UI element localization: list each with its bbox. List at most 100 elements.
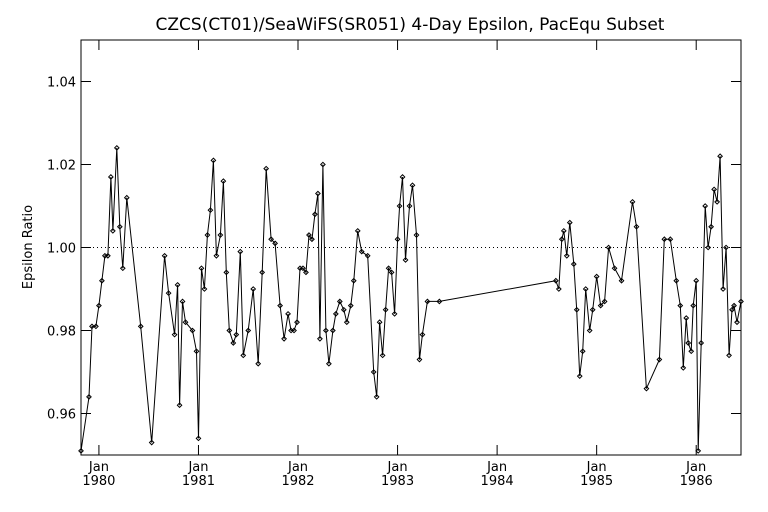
data-point bbox=[633, 223, 640, 230]
data-point bbox=[123, 194, 130, 201]
data-point bbox=[213, 252, 220, 259]
data-point bbox=[573, 306, 580, 313]
data-point bbox=[373, 393, 380, 400]
data-point bbox=[656, 356, 663, 363]
data-point bbox=[350, 277, 357, 284]
data-point bbox=[385, 265, 392, 272]
data-point bbox=[720, 286, 726, 292]
data-point bbox=[347, 302, 354, 309]
x-tick-label-year: 1985 bbox=[580, 474, 613, 489]
data-point bbox=[189, 327, 196, 334]
data-point bbox=[230, 340, 237, 346]
x-tick-label-year: 1982 bbox=[281, 474, 314, 489]
data-point bbox=[336, 298, 343, 305]
data-point bbox=[563, 252, 570, 259]
data-point bbox=[176, 402, 183, 409]
data-point bbox=[394, 236, 401, 243]
x-axis-ticks: Jan1980Jan1981Jan1982Jan1983Jan1984Jan19… bbox=[82, 40, 713, 489]
data-point bbox=[198, 265, 205, 272]
data-point bbox=[611, 265, 618, 272]
data-point bbox=[566, 219, 573, 226]
data-point bbox=[245, 327, 252, 334]
data-point bbox=[693, 277, 700, 284]
x-tick-label-year: 1986 bbox=[680, 474, 713, 489]
data-point bbox=[419, 331, 426, 338]
data-point bbox=[717, 153, 724, 160]
data-point bbox=[702, 203, 709, 209]
data-point bbox=[605, 244, 612, 251]
data-point bbox=[643, 385, 650, 392]
data-point bbox=[597, 302, 604, 309]
data-point bbox=[629, 198, 636, 205]
data-point bbox=[306, 232, 312, 238]
data-point bbox=[263, 165, 270, 172]
data-point bbox=[171, 331, 178, 338]
data-point bbox=[204, 232, 211, 238]
x-tick-label-month: Jan bbox=[486, 460, 507, 475]
data-point bbox=[382, 306, 389, 313]
data-point bbox=[376, 319, 383, 326]
data-point bbox=[552, 277, 559, 284]
data-point bbox=[579, 348, 586, 355]
y-tick-label: 1.00 bbox=[47, 242, 76, 257]
data-point bbox=[317, 335, 323, 342]
data-point bbox=[96, 302, 102, 309]
data-point bbox=[618, 277, 625, 284]
data-point bbox=[409, 182, 416, 189]
data-point bbox=[723, 244, 729, 251]
data-point bbox=[201, 286, 208, 292]
x-tick-label-month: Jan bbox=[387, 460, 408, 475]
data-point bbox=[332, 310, 339, 317]
x-tick-label-month: Jan bbox=[187, 460, 208, 475]
data-point bbox=[343, 319, 350, 326]
data-point bbox=[217, 232, 224, 238]
data-point bbox=[195, 435, 202, 442]
data-point bbox=[593, 273, 600, 280]
data-point bbox=[576, 373, 583, 380]
data-point bbox=[315, 190, 321, 197]
data-point bbox=[268, 236, 275, 243]
data-point bbox=[226, 327, 233, 334]
data-point bbox=[322, 327, 329, 334]
data-point bbox=[358, 248, 365, 255]
data-point bbox=[165, 290, 172, 297]
data-point bbox=[695, 447, 702, 454]
data-point bbox=[300, 265, 306, 272]
x-tick-label-year: 1981 bbox=[182, 474, 215, 489]
data-point bbox=[119, 265, 126, 272]
y-tick-label: 0.96 bbox=[47, 408, 76, 423]
data-point bbox=[424, 298, 431, 305]
data-point bbox=[570, 261, 577, 268]
data-point bbox=[364, 252, 371, 259]
data-point bbox=[93, 323, 99, 330]
data-point bbox=[325, 360, 332, 367]
data-point bbox=[309, 236, 315, 243]
data-point bbox=[399, 174, 406, 180]
data-point bbox=[436, 298, 443, 305]
data-point bbox=[312, 211, 318, 218]
data-point bbox=[379, 352, 386, 359]
data-point bbox=[370, 369, 377, 375]
data-point bbox=[285, 310, 291, 317]
data-point bbox=[560, 227, 567, 234]
data-point bbox=[582, 286, 589, 292]
data-point bbox=[277, 302, 284, 309]
data-point bbox=[174, 281, 181, 288]
y-axis-label: Epsilon Ratio bbox=[21, 205, 36, 289]
data-point bbox=[193, 348, 200, 355]
data-point bbox=[294, 319, 300, 326]
x-tick-label-year: 1980 bbox=[82, 474, 115, 489]
series-line bbox=[80, 147, 742, 451]
data-point bbox=[661, 236, 668, 243]
series-markers bbox=[78, 144, 744, 454]
data-point bbox=[690, 302, 697, 309]
data-point bbox=[104, 252, 111, 259]
data-point bbox=[250, 286, 257, 292]
data-point bbox=[182, 319, 189, 326]
data-point bbox=[388, 269, 395, 276]
data-point bbox=[738, 298, 744, 305]
data-point bbox=[161, 252, 168, 259]
data-point bbox=[555, 286, 562, 292]
data-point bbox=[148, 439, 155, 446]
